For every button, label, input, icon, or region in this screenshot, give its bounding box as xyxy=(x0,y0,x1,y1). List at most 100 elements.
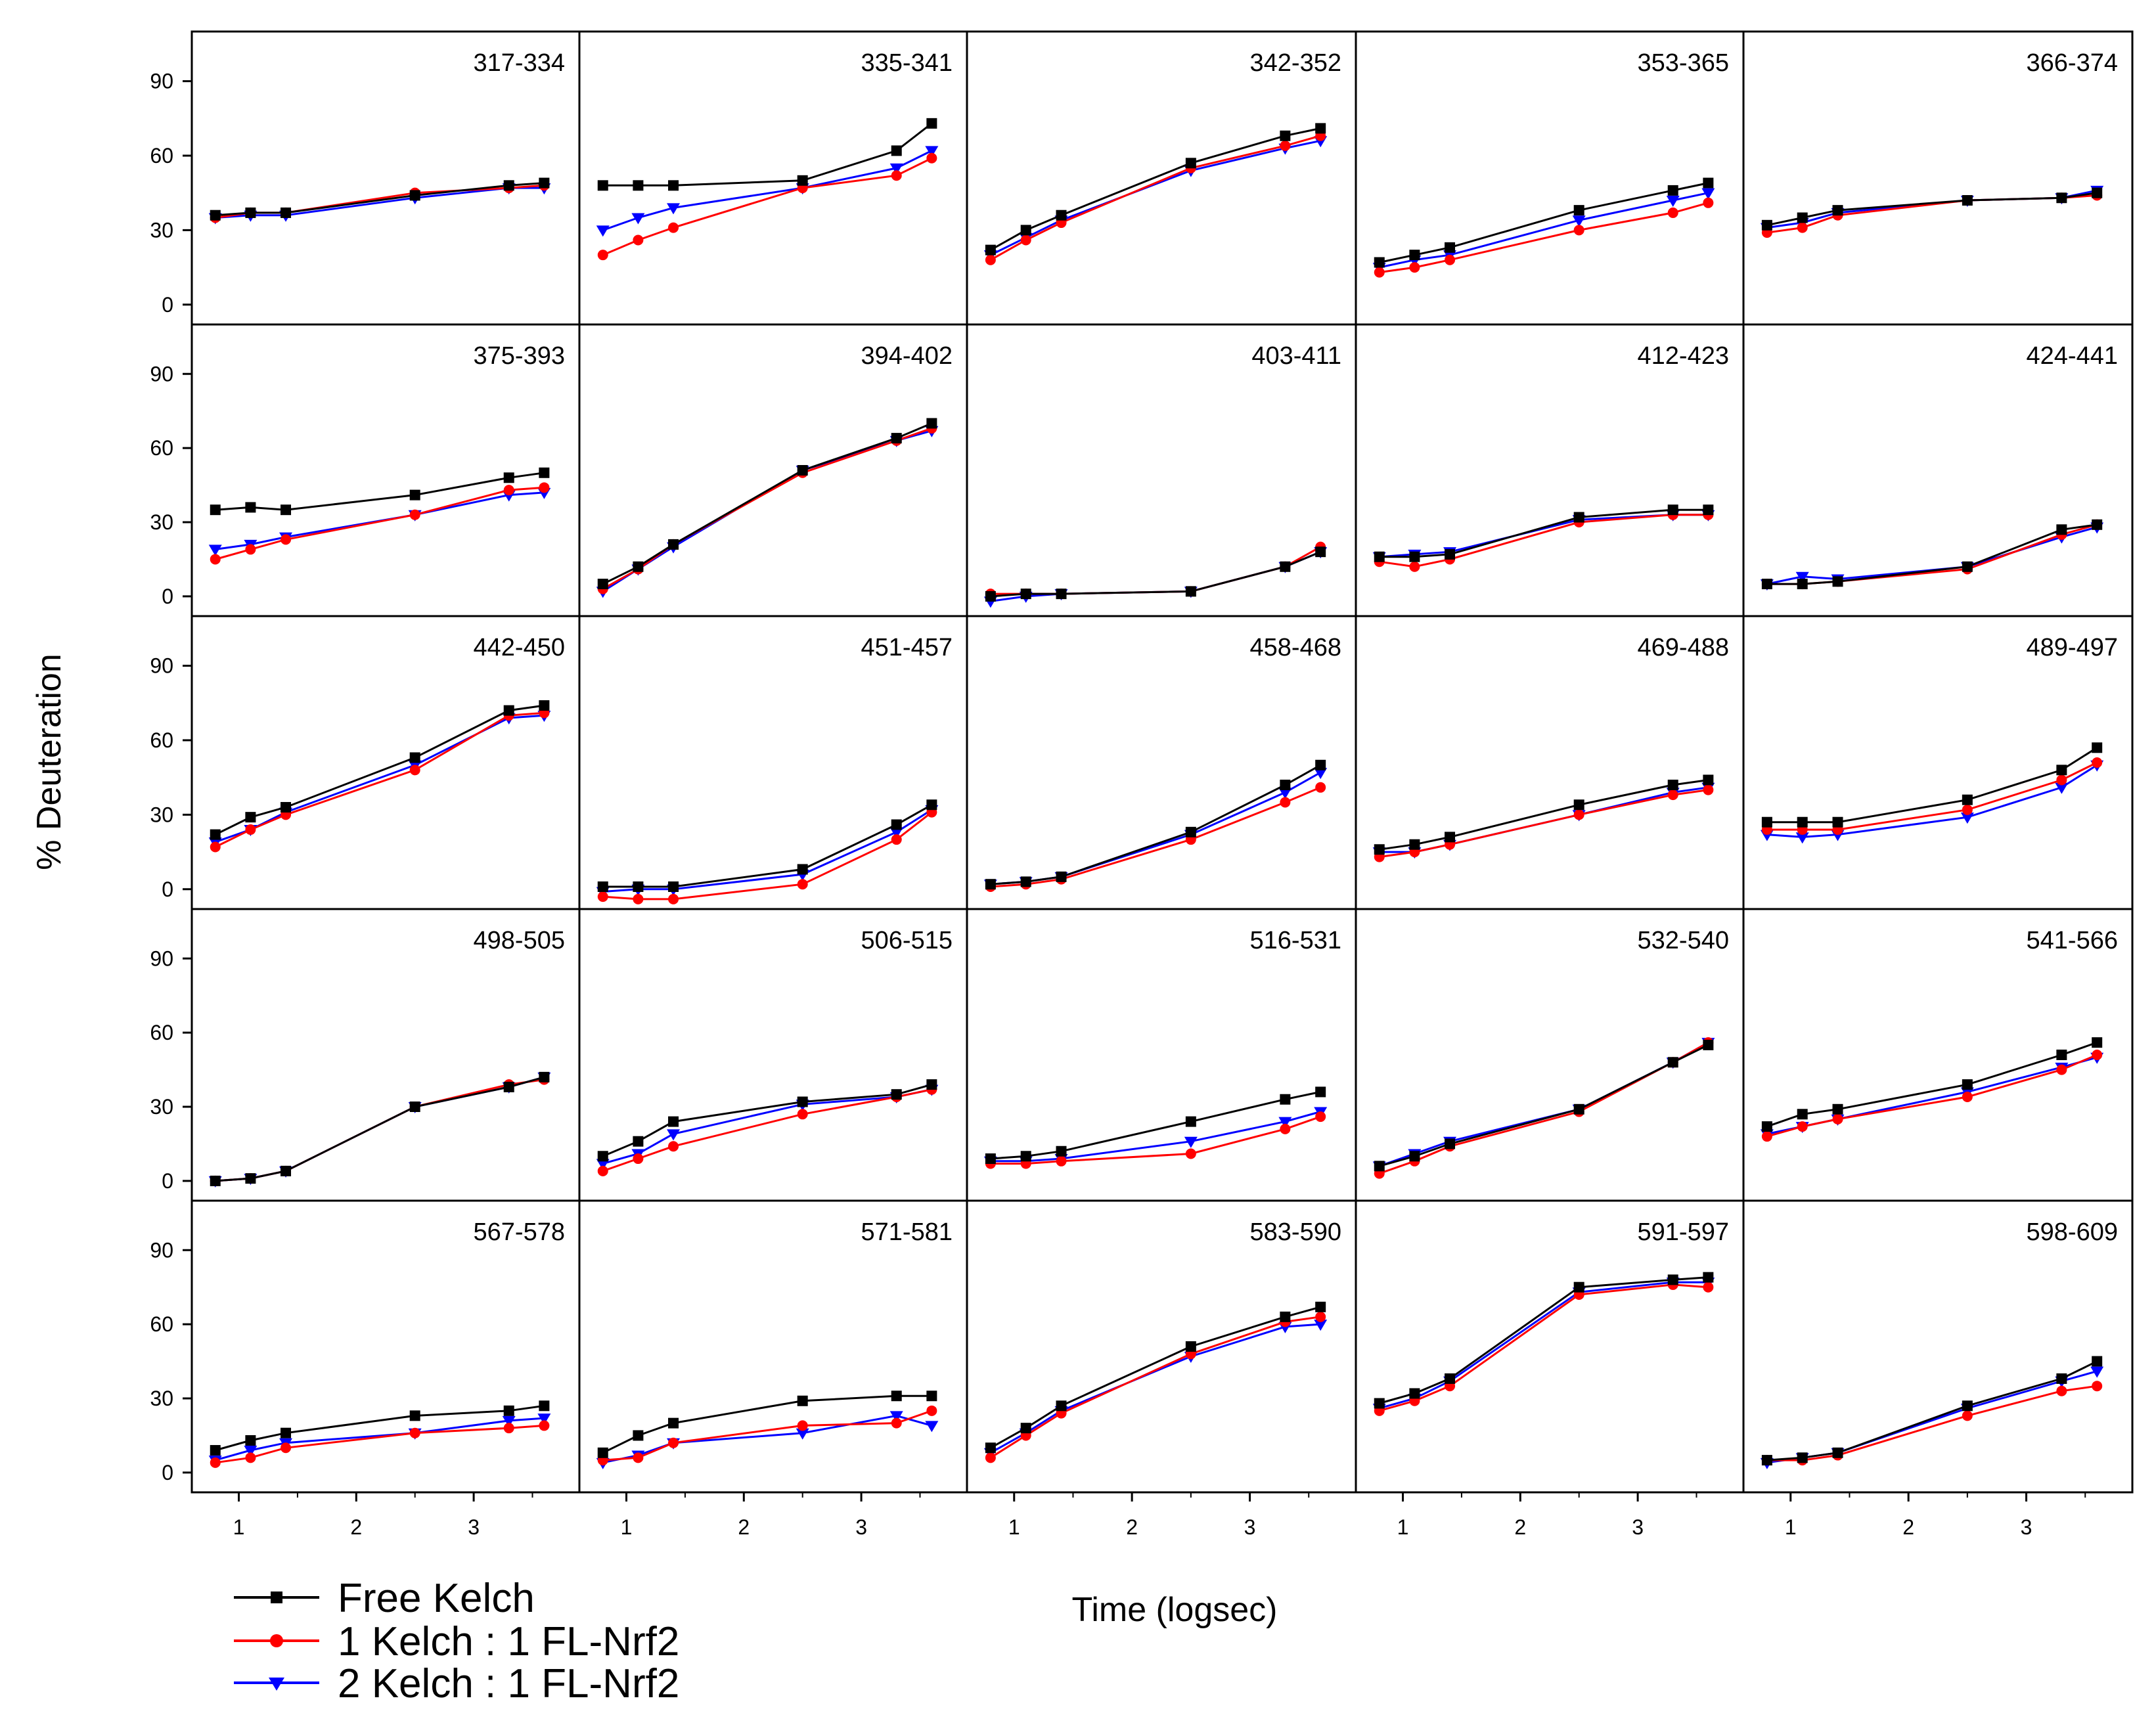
panel-title: 506-515 xyxy=(861,927,953,954)
series-line xyxy=(215,1076,545,1182)
series-line xyxy=(215,1404,545,1452)
series-free-kelch xyxy=(597,1391,937,1458)
series-free-kelch xyxy=(1374,1039,1714,1172)
series-line xyxy=(990,1090,1321,1160)
x-tick-label: 3 xyxy=(855,1515,867,1539)
data-point xyxy=(1962,195,1973,206)
data-point xyxy=(1761,219,1772,231)
panel-title: 353-365 xyxy=(1638,49,1729,77)
data-point xyxy=(1667,790,1678,801)
data-point xyxy=(1056,871,1067,882)
series-free-kelch xyxy=(1374,774,1714,855)
data-point xyxy=(1962,1400,1973,1412)
y-tick-label: 90 xyxy=(150,1238,173,1262)
panel-title: 567-578 xyxy=(474,1218,565,1246)
legend-label: 2 Kelch : 1 FL-Nrf2 xyxy=(338,1661,679,1706)
data-point xyxy=(1573,512,1584,523)
data-point xyxy=(1280,780,1291,791)
data-point xyxy=(2092,1381,2103,1392)
panel-394-402: 394-402 xyxy=(578,323,968,617)
y-tick-label: 0 xyxy=(162,1461,173,1484)
data-point xyxy=(2092,757,2103,768)
series-line xyxy=(1379,789,1709,858)
panel-353-365: 353-365 xyxy=(1355,30,1745,326)
data-point xyxy=(797,864,808,875)
data-point xyxy=(1445,254,1456,265)
data-point xyxy=(1795,571,1809,583)
data-point xyxy=(985,1153,996,1165)
data-point xyxy=(891,170,902,181)
series-2-kelch-1-fl-nrf2 xyxy=(596,1411,939,1469)
data-point xyxy=(2092,1356,2103,1367)
series-line xyxy=(602,803,933,888)
panel-grid: 317-334 335-341 342-352 353-365 366-374 375-3… xyxy=(191,30,2134,1494)
data-point xyxy=(1832,1447,1843,1458)
data-point xyxy=(539,467,550,478)
panel-title: 571-581 xyxy=(861,1218,953,1246)
panel-title: 394-402 xyxy=(861,342,953,370)
series-free-kelch xyxy=(1761,519,2103,590)
y-tick-label: 60 xyxy=(150,144,173,167)
data-point xyxy=(1832,205,1843,216)
data-point xyxy=(597,180,608,191)
data-point xyxy=(1667,1057,1678,1068)
panel-title: 532-540 xyxy=(1638,927,1729,954)
y-tick-label: 30 xyxy=(150,803,173,826)
data-point xyxy=(2090,1366,2104,1378)
data-point xyxy=(539,177,550,189)
data-point xyxy=(1280,130,1291,141)
data-point xyxy=(1315,1301,1326,1312)
y-tick-label: 60 xyxy=(150,1021,173,1044)
data-point xyxy=(797,1096,808,1107)
panel-title: 583-590 xyxy=(1250,1218,1341,1246)
data-point xyxy=(281,207,292,218)
data-point xyxy=(597,881,608,892)
data-point xyxy=(1703,177,1714,189)
data-point xyxy=(633,1153,644,1165)
data-point xyxy=(2056,1373,2067,1384)
series-line xyxy=(602,1394,932,1454)
series-line xyxy=(1766,523,2098,585)
series-line xyxy=(1766,1041,2098,1128)
y-tick-label: 90 xyxy=(150,70,173,93)
x-tick-label: 3 xyxy=(1632,1515,1644,1539)
data-point xyxy=(281,1165,292,1176)
series-line xyxy=(602,1088,932,1172)
data-point xyxy=(1056,210,1067,221)
series-line xyxy=(990,127,1321,251)
data-point xyxy=(1573,1281,1584,1293)
data-point xyxy=(1409,551,1420,562)
series-line xyxy=(990,550,1321,598)
data-point xyxy=(597,1151,608,1162)
data-point xyxy=(210,1457,221,1468)
panel-title: 442-450 xyxy=(474,634,565,661)
data-point xyxy=(1962,1410,1973,1421)
series-line xyxy=(1766,747,2098,824)
legend-item: Free Kelch xyxy=(234,1576,535,1621)
data-point xyxy=(926,1391,937,1402)
series-free-kelch xyxy=(597,1079,937,1162)
data-point xyxy=(503,472,514,483)
series-line xyxy=(215,486,545,560)
x-tick-label: 2 xyxy=(350,1515,362,1539)
series-line xyxy=(1766,1385,2098,1461)
data-point xyxy=(1020,1151,1031,1162)
series-line xyxy=(1379,1281,1709,1410)
data-point xyxy=(1573,205,1584,216)
data-point xyxy=(1020,876,1031,887)
data-point xyxy=(1797,816,1808,828)
series-free-kelch xyxy=(210,467,550,516)
data-point xyxy=(797,1420,808,1431)
x-tick-label: 3 xyxy=(468,1515,480,1539)
series-line xyxy=(215,1076,545,1182)
data-point xyxy=(985,590,996,602)
series-2-kelch-1-fl-nrf2 xyxy=(208,711,551,849)
data-point xyxy=(668,539,679,550)
series-2-kelch-1-fl-nrf2 xyxy=(1372,782,1715,859)
data-point xyxy=(1278,1117,1292,1128)
data-point xyxy=(1315,1086,1326,1098)
series-line xyxy=(1379,1041,1709,1175)
data-point xyxy=(926,118,937,129)
data-point xyxy=(210,829,221,840)
